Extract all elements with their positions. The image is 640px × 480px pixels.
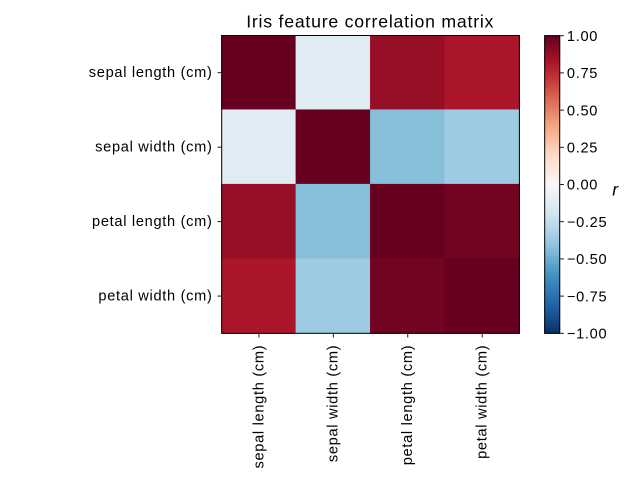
svg-text:r: r — [612, 179, 619, 199]
svg-text:sepal width (cm): sepal width (cm) — [326, 345, 342, 462]
svg-text:0.00: 0.00 — [567, 178, 598, 194]
svg-text:petal width (cm): petal width (cm) — [98, 288, 212, 304]
svg-text:0.75: 0.75 — [567, 66, 598, 82]
svg-text:Iris feature correlation matri: Iris feature correlation matrix — [246, 12, 494, 32]
svg-text:0.50: 0.50 — [567, 103, 598, 119]
svg-text:1.00: 1.00 — [567, 29, 598, 45]
svg-text:petal length (cm): petal length (cm) — [400, 345, 416, 466]
svg-text:sepal length (cm): sepal length (cm) — [89, 65, 213, 81]
svg-text:−1.00: −1.00 — [567, 327, 607, 343]
svg-text:sepal width (cm): sepal width (cm) — [95, 139, 212, 155]
svg-text:−0.50: −0.50 — [567, 252, 607, 268]
svg-text:−0.25: −0.25 — [567, 215, 607, 231]
svg-text:0.25: 0.25 — [567, 141, 598, 157]
svg-text:sepal length (cm): sepal length (cm) — [251, 345, 267, 469]
svg-text:petal length (cm): petal length (cm) — [92, 214, 213, 230]
svg-text:−0.75: −0.75 — [567, 289, 607, 305]
svg-text:petal width (cm): petal width (cm) — [475, 345, 491, 459]
